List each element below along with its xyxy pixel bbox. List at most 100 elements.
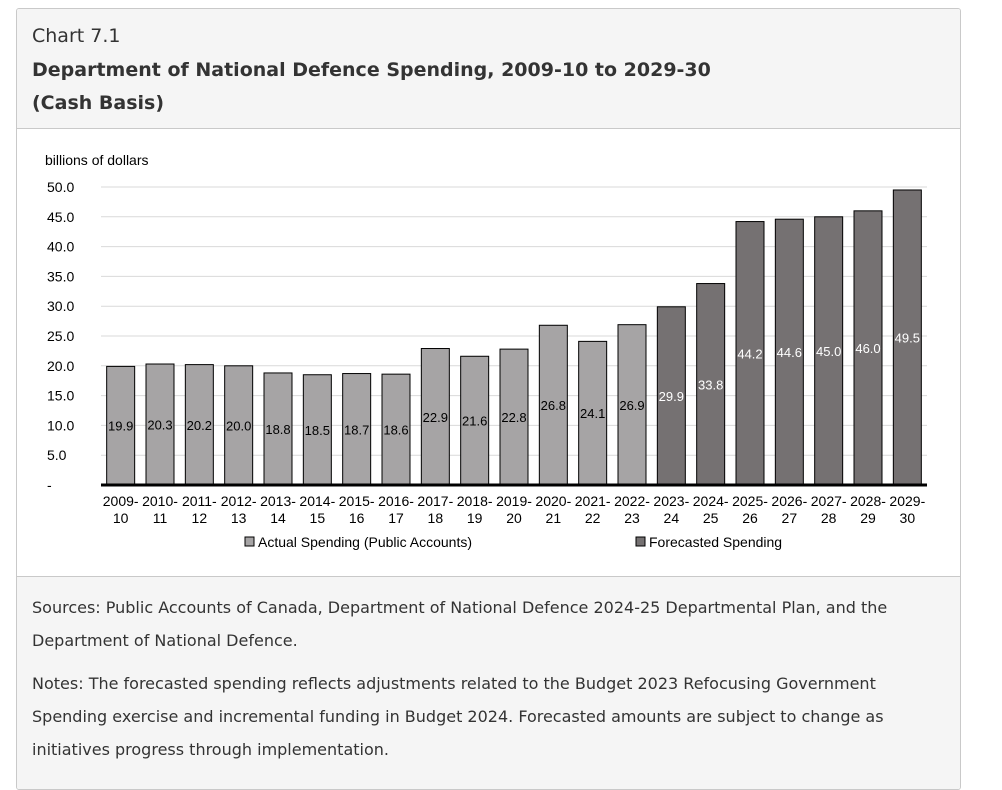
chart-footer: Sources: Public Accounts of Canada, Depa… bbox=[17, 577, 960, 789]
y-axis-title: billions of dollars bbox=[45, 152, 149, 168]
data-label: 24.1 bbox=[580, 406, 605, 421]
bar bbox=[460, 355, 490, 486]
x-tick-label: 2026- bbox=[771, 493, 807, 509]
x-tick-label: 29 bbox=[860, 510, 876, 526]
sources-note: Sources: Public Accounts of Canada, Depa… bbox=[32, 598, 888, 650]
x-tick-label: 13 bbox=[231, 510, 247, 526]
chart-title-line-1: Department of National Defence Spending,… bbox=[32, 59, 711, 81]
bar bbox=[892, 189, 922, 486]
x-tick-label: 2012- bbox=[221, 493, 257, 509]
x-tick-label: 2015- bbox=[339, 493, 375, 509]
data-label: 45.0 bbox=[816, 344, 841, 359]
bar bbox=[853, 210, 883, 486]
y-tick-label: 50.0 bbox=[47, 179, 74, 195]
data-label: 22.9 bbox=[423, 410, 448, 425]
data-label: 18.8 bbox=[265, 422, 290, 437]
data-label: 21.6 bbox=[462, 414, 487, 429]
x-tick-label: 10 bbox=[113, 510, 129, 526]
y-tick-label: 40.0 bbox=[47, 239, 74, 255]
x-tick-label: 22 bbox=[585, 510, 601, 526]
x-tick-label: 2022- bbox=[614, 493, 650, 509]
x-tick-label: 2023- bbox=[653, 493, 689, 509]
y-tick-label: 10.0 bbox=[47, 417, 74, 433]
data-label: 18.5 bbox=[305, 423, 330, 438]
x-tick-label: 14 bbox=[270, 510, 286, 526]
data-label: 20.3 bbox=[147, 418, 172, 433]
bar bbox=[106, 365, 136, 486]
bar bbox=[538, 324, 568, 486]
y-tick-label: 30.0 bbox=[47, 298, 74, 314]
legend-label: Forecasted Spending bbox=[649, 534, 782, 550]
x-tick-label: 2028- bbox=[850, 493, 886, 509]
x-tick-label: 2025- bbox=[732, 493, 768, 509]
legend-label: Actual Spending (Public Accounts) bbox=[258, 534, 472, 550]
y-tick-label: 15.0 bbox=[47, 388, 74, 404]
y-tick-label: 5.0 bbox=[47, 447, 67, 463]
chart-header: Chart 7.1 Department of National Defence… bbox=[17, 9, 960, 129]
x-tick-label: 16 bbox=[349, 510, 365, 526]
bar bbox=[302, 374, 332, 486]
data-label: 33.8 bbox=[698, 377, 723, 392]
x-tick-label: 21 bbox=[546, 510, 562, 526]
x-tick-label: 2020- bbox=[535, 493, 571, 509]
x-tick-label: 2013- bbox=[260, 493, 296, 509]
y-tick-label: 45.0 bbox=[47, 209, 74, 225]
x-tick-label: 24 bbox=[664, 510, 680, 526]
data-label: 20.2 bbox=[187, 418, 212, 433]
bar bbox=[263, 372, 293, 486]
x-tick-label: 2021- bbox=[575, 493, 611, 509]
bar bbox=[814, 216, 844, 486]
x-tick-label: 2011- bbox=[182, 493, 217, 509]
y-tick-label: - bbox=[47, 477, 52, 493]
data-label: 18.6 bbox=[383, 423, 408, 438]
x-tick-label: 26 bbox=[742, 510, 758, 526]
bar bbox=[696, 283, 726, 486]
bar bbox=[145, 363, 175, 486]
x-tick-label: 12 bbox=[192, 510, 208, 526]
x-tick-label: 30 bbox=[900, 510, 916, 526]
bar bbox=[342, 373, 372, 486]
data-label: 44.2 bbox=[737, 346, 762, 361]
x-tick-label: 11 bbox=[153, 510, 168, 526]
data-label: 46.0 bbox=[855, 341, 880, 356]
x-tick-label: 17 bbox=[388, 510, 404, 526]
data-label: 49.5 bbox=[895, 330, 920, 345]
data-label: 26.9 bbox=[619, 398, 644, 413]
chart-title-line-2: (Cash Basis) bbox=[32, 92, 165, 114]
x-tick-label: 2018- bbox=[457, 493, 493, 509]
chart-panel: Chart 7.1 Department of National Defence… bbox=[16, 8, 961, 790]
x-tick-label: 2014- bbox=[299, 493, 335, 509]
bar-chart: billions of dollars - 5.0 10.0 15.0 20.0 25.0 3… bbox=[45, 152, 927, 550]
x-tick-label: 2017- bbox=[417, 493, 453, 509]
x-tick-label: 2029- bbox=[889, 493, 925, 509]
bar bbox=[656, 306, 686, 486]
x-tick-label: 27 bbox=[782, 510, 798, 526]
chart-number: Chart 7.1 bbox=[32, 25, 121, 47]
data-label: 44.6 bbox=[777, 345, 802, 360]
data-label: 19.9 bbox=[108, 419, 133, 434]
bar bbox=[617, 324, 647, 486]
x-tick-label: 2009- bbox=[103, 493, 139, 509]
bar bbox=[224, 365, 254, 486]
data-label: 29.9 bbox=[659, 389, 684, 404]
x-tick-label: 19 bbox=[467, 510, 483, 526]
y-tick-label: 20.0 bbox=[47, 358, 74, 374]
bar bbox=[420, 348, 450, 486]
bar bbox=[578, 340, 608, 486]
x-tick-label: 18 bbox=[428, 510, 444, 526]
x-tick-label: 23 bbox=[624, 510, 640, 526]
x-tick-label: 2019- bbox=[496, 493, 532, 509]
y-tick-label: 35.0 bbox=[47, 268, 74, 284]
data-label: 26.8 bbox=[541, 398, 566, 413]
legend-swatch bbox=[635, 536, 646, 547]
x-tick-label: 2010- bbox=[142, 493, 178, 509]
x-tick-label: 2016- bbox=[378, 493, 414, 509]
x-tick-label: 25 bbox=[703, 510, 719, 526]
y-tick-label: 25.0 bbox=[47, 328, 74, 344]
x-tick-label: 20 bbox=[506, 510, 522, 526]
x-tick-label: 28 bbox=[821, 510, 837, 526]
data-label: 18.7 bbox=[344, 422, 369, 437]
notes-text: Notes: The forecasted spending reflects … bbox=[32, 674, 884, 759]
legend-swatch bbox=[244, 536, 255, 547]
x-tick-label: 15 bbox=[310, 510, 326, 526]
